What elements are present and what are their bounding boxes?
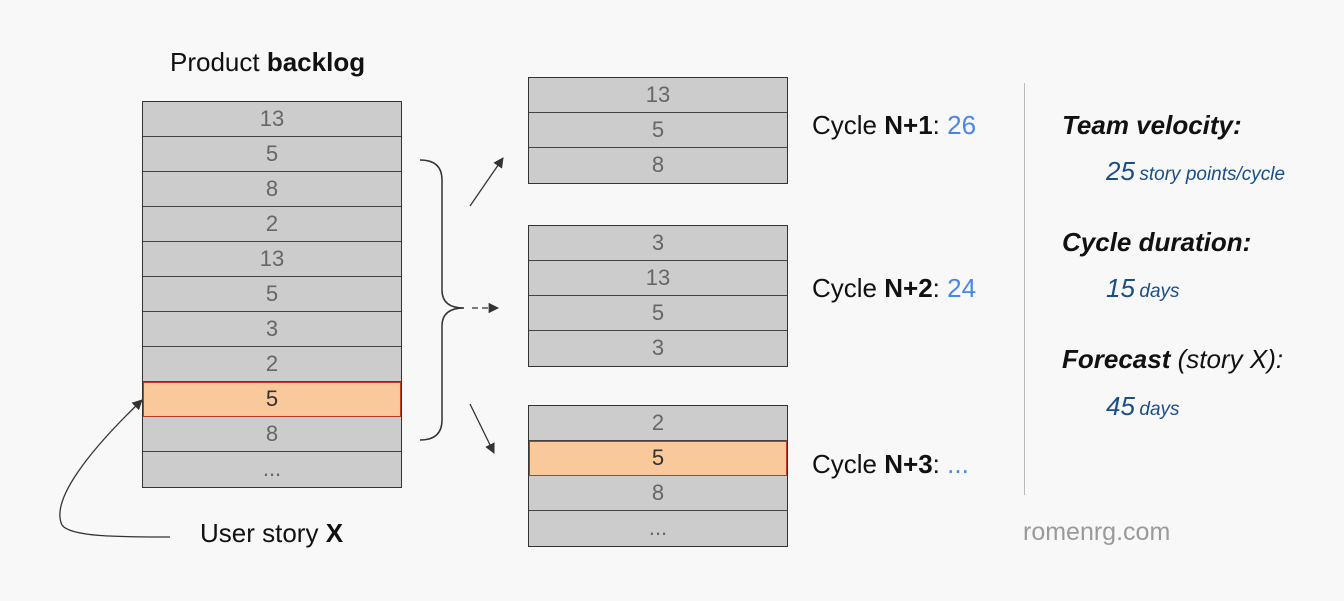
cycle-label-name: N+2 <box>884 273 933 303</box>
backlog-item: 5 <box>143 277 401 312</box>
forecast-number: 45 <box>1106 391 1135 421</box>
cycle-total: 26 <box>947 110 977 140</box>
cycle-label-name: N+3 <box>884 449 933 479</box>
duration-number: 15 <box>1106 273 1135 303</box>
duration-unit: days <box>1139 281 1180 302</box>
cycle-item: 13 <box>529 261 787 296</box>
watermark: romenrg.com <box>1023 518 1171 546</box>
backlog-item: ... <box>143 452 401 487</box>
backlog-item: 13 <box>143 242 401 277</box>
duration-value: 15 days <box>1106 273 1180 304</box>
forecast-heading-rest: (story X): <box>1177 344 1284 374</box>
vertical-divider <box>1024 83 1025 495</box>
cycle-total: ... <box>947 449 969 479</box>
backlog-item: 8 <box>143 417 401 452</box>
product-backlog-stack: 13 5 8 2 13 5 3 2 5 8... <box>142 101 402 488</box>
cycle-label-name: N+1 <box>884 110 933 140</box>
cycle-item: 5 <box>529 113 787 148</box>
forecast-heading-bold: Forecast <box>1062 344 1171 374</box>
backlog-title-bold: backlog <box>266 47 366 77</box>
forecast-value: 45 days <box>1106 391 1180 422</box>
velocity-value: 25 story points/cycle <box>1106 156 1285 187</box>
cycle-label-sep: : <box>932 273 940 303</box>
forecast-heading: Forecast (story X): <box>1062 344 1283 375</box>
backlog-item: 2 <box>143 207 401 242</box>
backlog-item-highlighted: 5 <box>143 382 401 417</box>
backlog-item: 3 <box>143 312 401 347</box>
cycle-n2-stack: 3 13 5 3 <box>528 225 788 367</box>
arrow-to-cycle-n3 <box>469 403 495 454</box>
cycle-item: 5 <box>529 296 787 331</box>
cycle-label-prefix: Cycle <box>812 110 878 140</box>
cycle-item: 8 <box>529 148 787 183</box>
cycle-n1-stack: 13 5 8 <box>528 77 788 184</box>
cycle-item: 2 <box>529 406 787 441</box>
backlog-item: 5 <box>143 137 401 172</box>
velocity-heading: Team velocity: <box>1062 110 1242 140</box>
cycle-total: 24 <box>947 273 977 303</box>
backlog-title: Product backlog <box>170 47 365 78</box>
cycle-item: 3 <box>529 226 787 261</box>
duration-heading: Cycle duration: <box>1062 227 1252 257</box>
bracket <box>419 159 465 441</box>
velocity-unit: story points/cycle <box>1139 164 1286 185</box>
cycle-item: 13 <box>529 78 787 113</box>
cycle-n1-label: Cycle N+1: 26 <box>812 110 976 141</box>
cycle-item-highlighted: 5 <box>529 441 787 476</box>
backlog-item: 8 <box>143 172 401 207</box>
velocity-number: 25 <box>1106 156 1135 186</box>
cycle-item: 3 <box>529 331 787 366</box>
arrow-to-cycle-n1 <box>469 157 504 207</box>
cycle-n3-label: Cycle N+3: ... <box>812 449 969 480</box>
cycle-n2-label: Cycle N+2: 24 <box>812 273 976 304</box>
cycle-n3-stack: 2 5 8... <box>528 405 788 547</box>
cycle-label-sep: : <box>932 449 940 479</box>
backlog-title-prefix: Product <box>170 47 260 77</box>
forecast-unit: days <box>1139 399 1180 420</box>
backlog-item: 13 <box>143 102 401 137</box>
user-story-arrow <box>59 399 171 538</box>
backlog-item: 2 <box>143 347 401 382</box>
user-story-prefix: User story <box>200 518 319 548</box>
cycle-label-sep: : <box>932 110 940 140</box>
user-story-bold: X <box>325 518 344 548</box>
cycle-item: 8 <box>529 476 787 511</box>
cycle-label-prefix: Cycle <box>812 273 878 303</box>
cycle-label-prefix: Cycle <box>812 449 878 479</box>
cycle-item: ... <box>529 511 787 546</box>
user-story-label: User story X <box>200 518 343 549</box>
